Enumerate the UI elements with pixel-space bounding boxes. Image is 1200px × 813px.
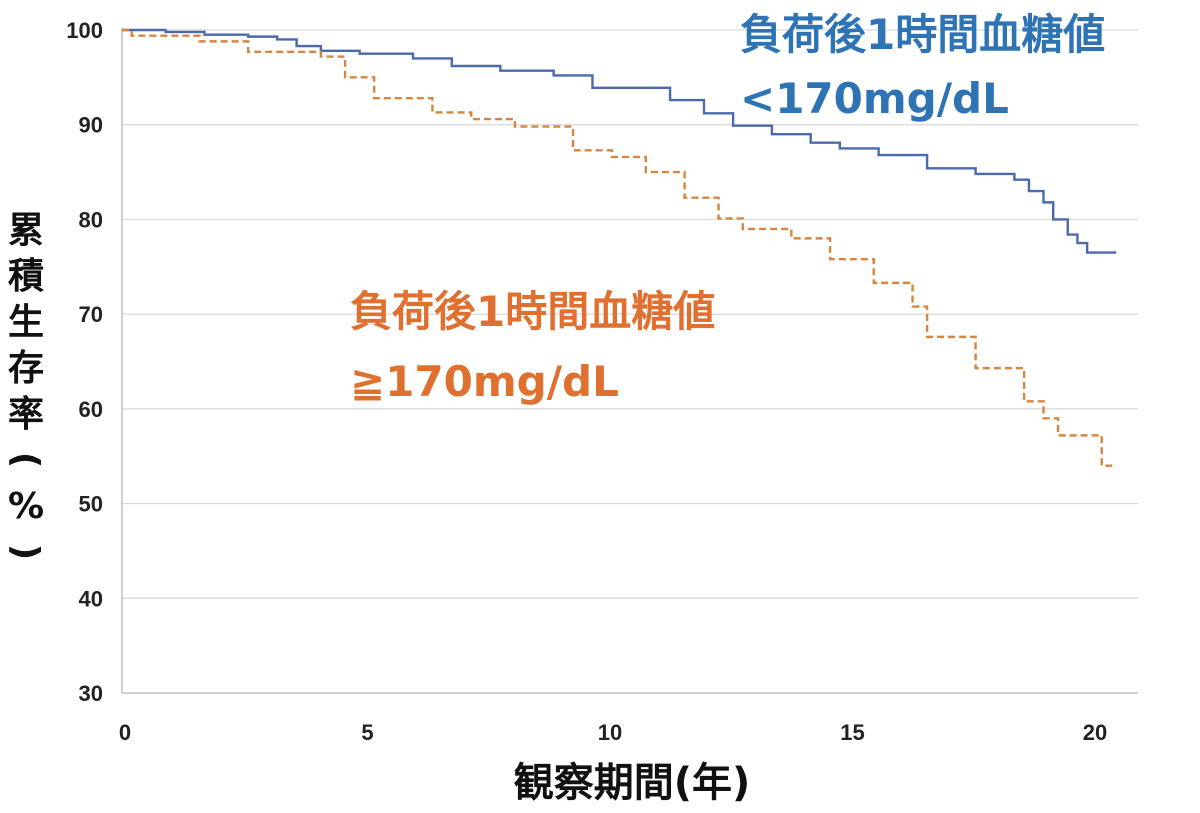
y-tick-label: 100: [66, 18, 103, 43]
y-axis-label-char: 累: [8, 210, 44, 251]
legend-label-line-1: 負荷後1時間血糖値: [740, 10, 1105, 59]
x-tick-label: 0: [119, 720, 131, 745]
y-axis-label-char: ): [5, 544, 46, 560]
y-tick-label: 90: [79, 113, 103, 138]
y-axis-label-char: %: [8, 486, 44, 527]
series-lines: [122, 28, 1117, 467]
y-axis-label-char: 生: [8, 302, 44, 343]
y-tick-label: 50: [79, 492, 103, 517]
grid-lines: [122, 29, 1138, 599]
series-line-over-170: [122, 28, 1117, 467]
legend-label-under-170: 負荷後1時間血糖値 <170mg/dL: [740, 10, 1105, 123]
x-axis-label: 観察期間(年): [514, 760, 751, 806]
x-tick-labels: 0 5 10 15 20: [119, 720, 1107, 745]
y-tick-label: 70: [79, 302, 103, 327]
x-tick-label: 15: [840, 720, 864, 745]
x-tick-label: 10: [598, 720, 622, 745]
legend-label-line-1: 負荷後1時間血糖値: [350, 287, 715, 336]
y-axis-label-char: (: [5, 452, 46, 468]
axes: [121, 28, 1138, 694]
y-axis-label-char: 存: [8, 348, 44, 389]
legend-label-over-170: 負荷後1時間血糖値 ≧170mg/dL: [350, 287, 715, 406]
y-tick-label: 30: [79, 681, 103, 706]
y-axis-label-char: 率: [8, 394, 44, 435]
legend-label-line-2: ≧170mg/dL: [350, 357, 619, 406]
y-tick-label: 40: [79, 586, 103, 611]
series-line-under-170: [122, 28, 1117, 254]
y-axis-label-char: 積: [8, 256, 44, 297]
y-tick-labels: 30 40 50 60 70 80 90 100: [66, 18, 103, 706]
y-tick-label: 80: [79, 207, 103, 232]
x-tick-label: 5: [361, 720, 373, 745]
x-tick-label: 20: [1083, 720, 1107, 745]
y-tick-label: 60: [79, 397, 103, 422]
legend-label-line-2: <170mg/dL: [740, 74, 1009, 123]
